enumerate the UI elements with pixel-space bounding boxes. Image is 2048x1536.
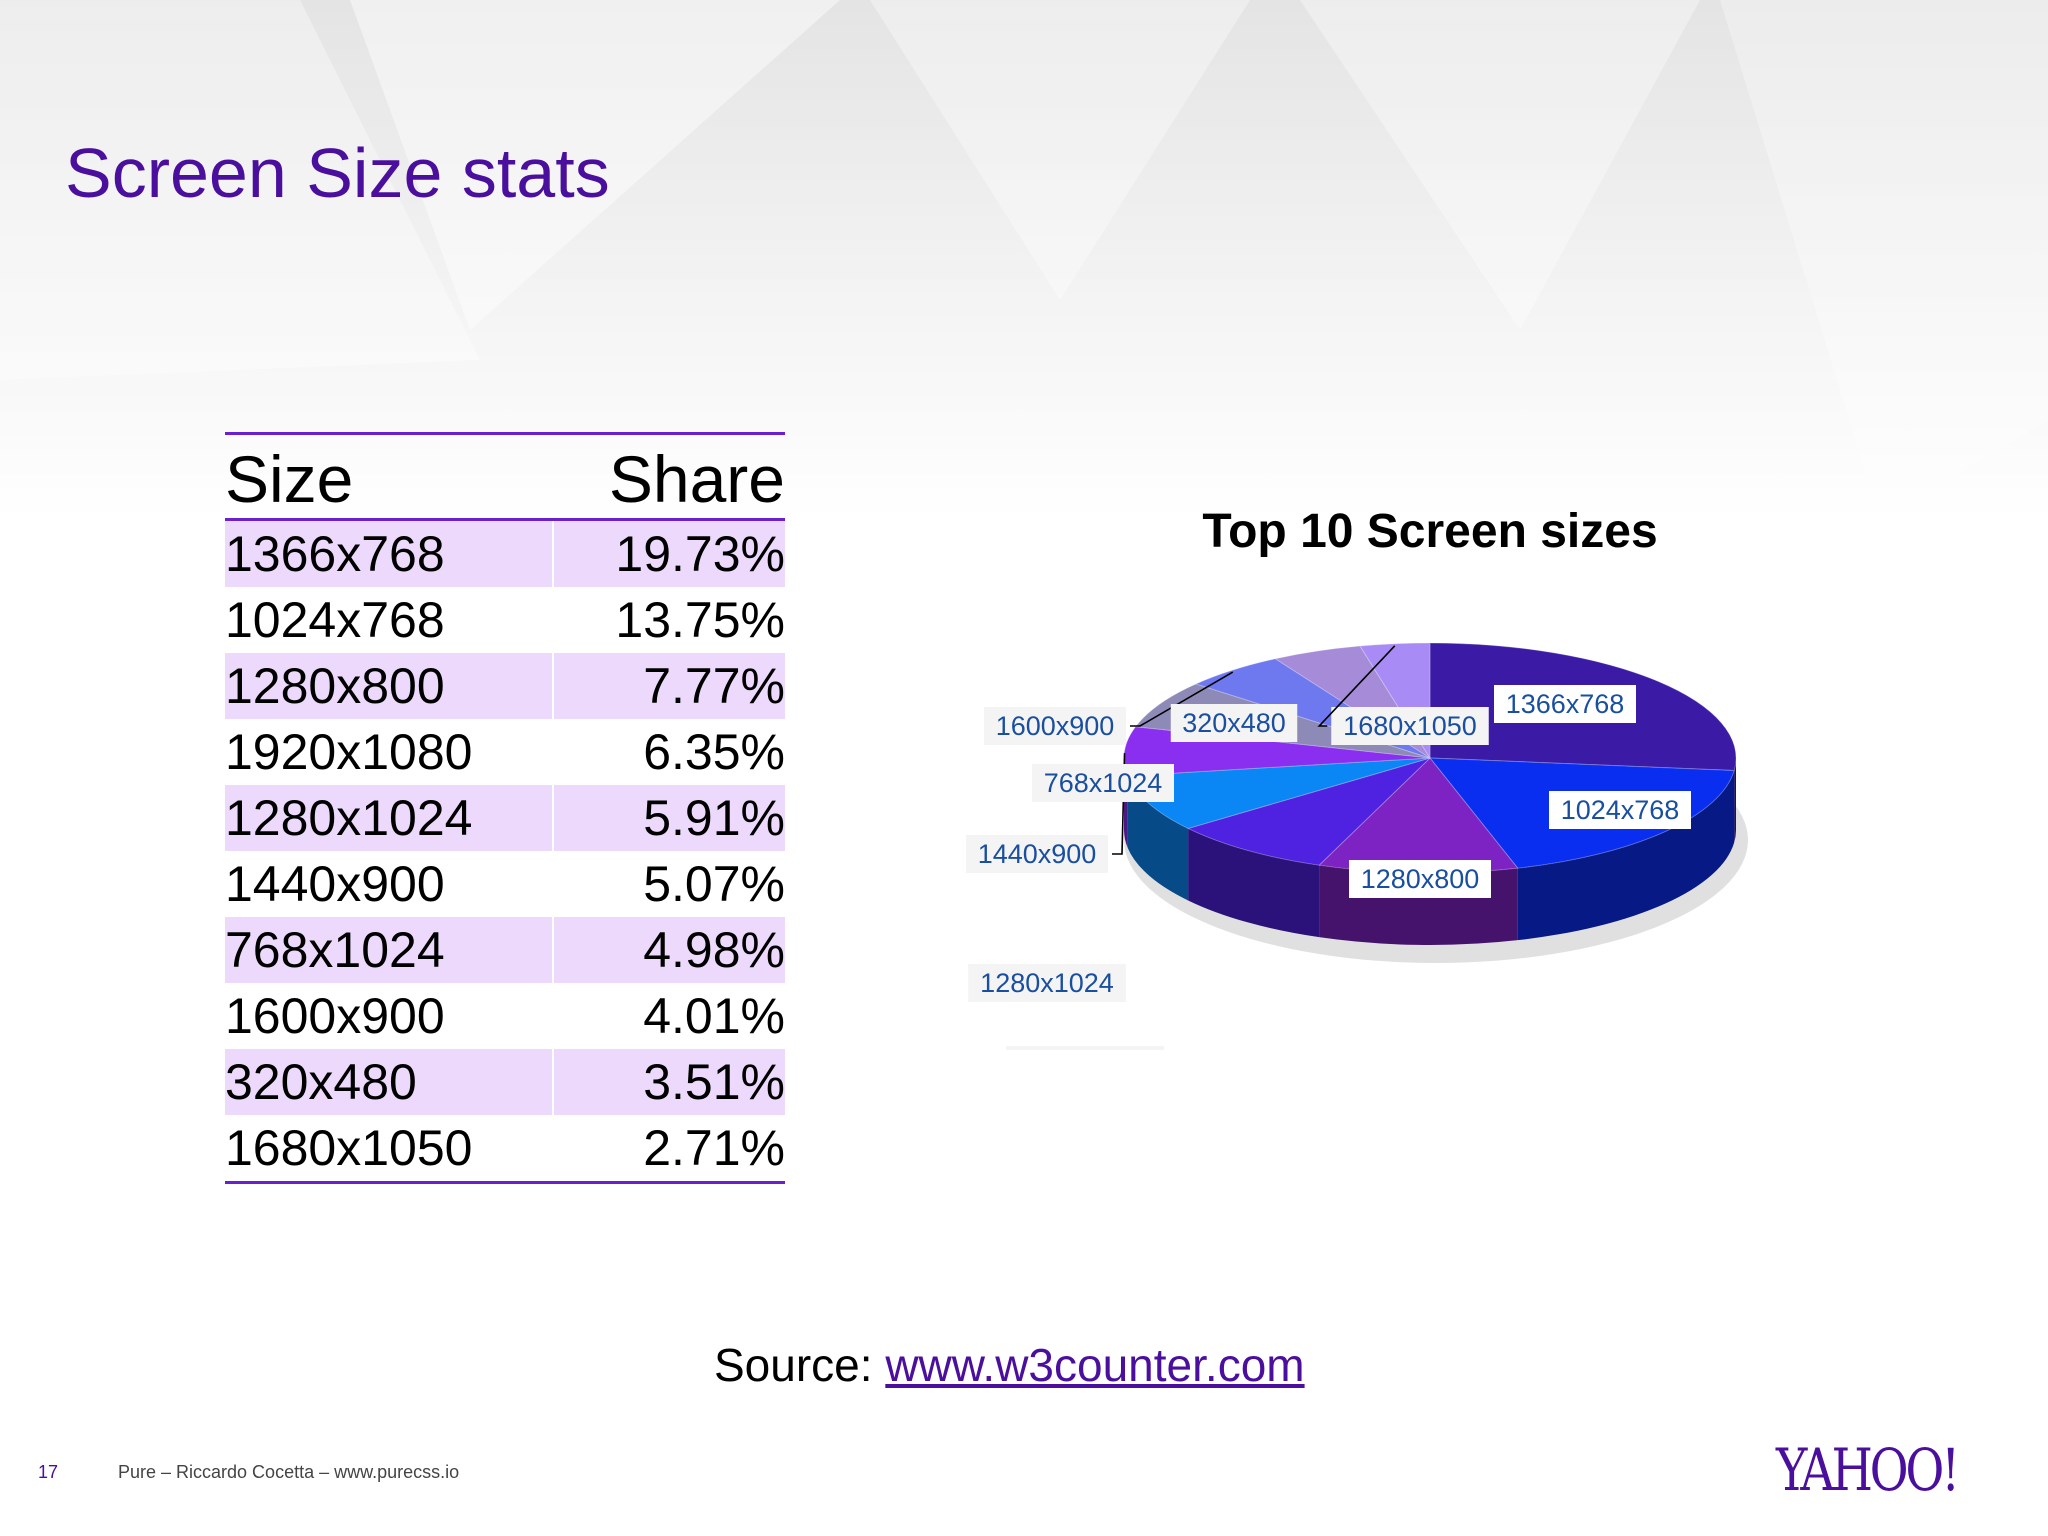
pie-slice-side-1280x1024 xyxy=(1127,775,1189,901)
pie-slice-side-1366x768 xyxy=(1734,758,1736,843)
svg-text:768x1024: 768x1024 xyxy=(1044,768,1163,798)
header-share: Share xyxy=(552,433,785,521)
table-row: 1280x800 7.77% xyxy=(225,653,785,719)
pie-label-1280x800: 1280x800 xyxy=(1349,860,1491,898)
header-size: Size xyxy=(225,433,553,521)
slide-title: Screen Size stats xyxy=(65,134,610,212)
table-row: 1680x1050 2.71% xyxy=(225,1115,785,1183)
pie-label-320x480: 320x480 xyxy=(1170,704,1298,742)
cell-share: 4.98% xyxy=(552,917,785,983)
svg-text:1280x1024: 1280x1024 xyxy=(980,968,1114,998)
svg-text:1680x1050: 1680x1050 xyxy=(1343,711,1477,741)
svg-text:1600x900: 1600x900 xyxy=(996,711,1115,741)
pie-label-1366x768: 1366x768 xyxy=(1494,685,1636,723)
chart-title: Top 10 Screen sizes xyxy=(1202,505,1657,558)
pie-slice-side-1024x768 xyxy=(1517,770,1735,941)
pie-label-1440x900: 1440x900 xyxy=(966,835,1108,873)
svg-text:1024x768: 1024x768 xyxy=(1561,795,1680,825)
cell-share: 5.07% xyxy=(643,856,785,912)
cell-share: 5.91% xyxy=(552,785,785,851)
table-row: 320x480 3.51% xyxy=(225,1049,785,1115)
pie-label-1920x1080: 1920x1080 xyxy=(1006,1046,1164,1050)
table-row: 1366x768 19.73% xyxy=(225,519,785,587)
svg-text:320x480: 320x480 xyxy=(1182,708,1286,738)
cell-size: 1366x768 xyxy=(225,519,554,587)
cell-share: 7.77% xyxy=(552,653,785,719)
pie-label-1024x768: 1024x768 xyxy=(1549,791,1691,829)
pie-leader-1600x900 xyxy=(1130,671,1234,727)
source-line: Source: www.w3counter.com xyxy=(714,1338,1305,1392)
svg-text:1440x900: 1440x900 xyxy=(978,839,1097,869)
cell-share: 4.01% xyxy=(643,988,785,1044)
screen-size-table: Size Share 1366x768 19.73% 1024x768 13.7… xyxy=(225,432,785,1184)
cell-share: 3.51% xyxy=(552,1049,785,1115)
cell-share: 6.35% xyxy=(643,724,785,780)
table-row: 1440x900 5.07% xyxy=(225,851,785,917)
pie-label-1600x900: 1600x900 xyxy=(984,707,1126,745)
pie-leader-1680x1050 xyxy=(1317,645,1396,727)
cell-size: 768x1024 xyxy=(225,917,554,983)
cell-size: 1680x1050 xyxy=(225,1120,473,1176)
source-prefix: Source: xyxy=(714,1339,886,1391)
cell-size: 1024x768 xyxy=(225,592,445,648)
page-number: 17 xyxy=(38,1462,59,1482)
pie-label-1280x1024: 1280x1024 xyxy=(968,964,1126,1002)
cell-size: 320x480 xyxy=(225,1049,554,1115)
cell-size: 1600x900 xyxy=(225,988,445,1044)
cell-share: 19.73% xyxy=(552,519,785,587)
cell-size: 1440x900 xyxy=(225,856,445,912)
pie-label-768x1024: 768x1024 xyxy=(1032,764,1174,802)
cell-share: 2.71% xyxy=(643,1120,785,1176)
yahoo-logo: YAHOO! xyxy=(1776,1436,1960,1504)
table-row: 1600x900 4.01% xyxy=(225,983,785,1049)
pie-label-1680x1050: 1680x1050 xyxy=(1331,707,1489,745)
cell-size: 1280x800 xyxy=(225,653,554,719)
table-row: 1280x1024 5.91% xyxy=(225,785,785,851)
source-link[interactable]: www.w3counter.com xyxy=(885,1339,1305,1391)
table-row: 768x1024 4.98% xyxy=(225,917,785,983)
cell-size: 1280x1024 xyxy=(225,785,554,851)
pie-slice-1920x1080 xyxy=(1186,757,1431,866)
svg-text:1280x800: 1280x800 xyxy=(1361,864,1480,894)
pie-slice-side-1920x1080 xyxy=(1188,828,1320,938)
table-header-row: Size Share xyxy=(225,433,785,521)
svg-text:1366x768: 1366x768 xyxy=(1506,689,1625,719)
table-row: 1920x1080 6.35% xyxy=(225,719,785,785)
pie-chart: Top 10 Screen sizes 1366x768 1024x768 1280x… xyxy=(966,505,1748,1050)
footer-text: Pure – Riccardo Cocetta – www.purecss.io xyxy=(118,1462,460,1482)
table-row: 1024x768 13.75% xyxy=(225,587,785,653)
cell-size: 1920x1080 xyxy=(225,724,473,780)
cell-share: 13.75% xyxy=(615,592,785,648)
